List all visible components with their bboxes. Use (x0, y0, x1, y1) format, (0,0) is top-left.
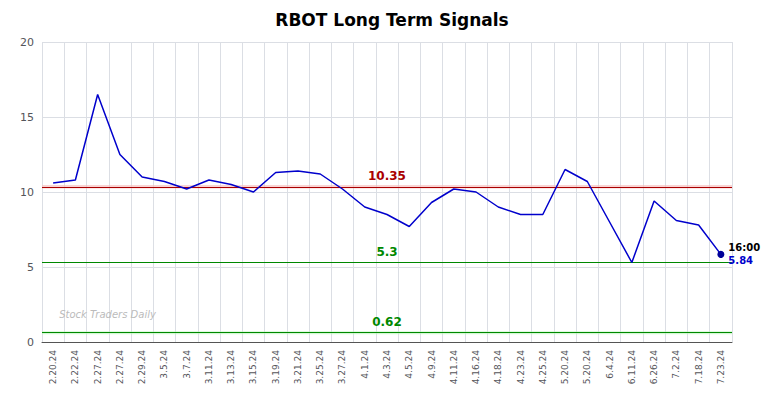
svg-text:3.27.24: 3.27.24 (337, 350, 347, 385)
svg-text:4.5.24: 4.5.24 (404, 350, 414, 379)
svg-text:3.25.24: 3.25.24 (315, 350, 325, 385)
svg-text:5.20.24: 5.20.24 (560, 350, 570, 385)
svg-text:10.35: 10.35 (368, 169, 406, 183)
svg-text:4.16.24: 4.16.24 (471, 350, 481, 385)
svg-text:0: 0 (27, 336, 34, 349)
svg-text:5.84: 5.84 (728, 255, 753, 266)
svg-text:6.11.24: 6.11.24 (627, 350, 637, 385)
svg-text:7.18.24: 7.18.24 (694, 350, 704, 385)
svg-text:2.27.24: 2.27.24 (93, 350, 103, 385)
svg-text:3.21.24: 3.21.24 (293, 350, 303, 385)
svg-text:4.11.24: 4.11.24 (449, 350, 459, 385)
svg-text:7.2.24: 7.2.24 (671, 350, 681, 379)
svg-text:4.25.24: 4.25.24 (538, 350, 548, 385)
svg-text:15: 15 (20, 111, 34, 124)
svg-text:3.15.24: 3.15.24 (248, 350, 258, 385)
svg-text:20: 20 (20, 36, 34, 49)
svg-text:16:00: 16:00 (728, 242, 760, 253)
svg-text:3.11.24: 3.11.24 (204, 350, 214, 385)
svg-text:6.26.24: 6.26.24 (649, 350, 659, 385)
svg-text:0.62: 0.62 (372, 315, 402, 329)
svg-text:5.20.24: 5.20.24 (582, 350, 592, 385)
svg-text:2.27.24: 2.27.24 (115, 350, 125, 385)
svg-text:3.7.24: 3.7.24 (182, 350, 192, 379)
svg-text:3.5.24: 3.5.24 (159, 350, 169, 379)
svg-text:4.1.24: 4.1.24 (360, 350, 370, 379)
svg-text:4.23.24: 4.23.24 (516, 350, 526, 385)
svg-text:4.3.24: 4.3.24 (382, 350, 392, 379)
svg-text:RBOT Long Term Signals: RBOT Long Term Signals (275, 10, 508, 30)
svg-text:2.20.24: 2.20.24 (48, 350, 58, 385)
svg-text:3.19.24: 3.19.24 (271, 350, 281, 385)
svg-text:2.29.24: 2.29.24 (137, 350, 147, 385)
svg-text:10: 10 (20, 186, 34, 199)
svg-text:5.3: 5.3 (376, 245, 397, 259)
svg-text:Stock Traders Daily: Stock Traders Daily (59, 309, 157, 320)
svg-text:3.13.24: 3.13.24 (226, 350, 236, 385)
svg-text:4.9.24: 4.9.24 (427, 350, 437, 379)
svg-text:7.23.24: 7.23.24 (716, 350, 726, 385)
svg-text:4.18.24: 4.18.24 (493, 350, 503, 385)
svg-text:2.22.24: 2.22.24 (70, 350, 80, 385)
svg-text:6.4.24: 6.4.24 (605, 350, 615, 379)
svg-text:5: 5 (27, 261, 34, 274)
